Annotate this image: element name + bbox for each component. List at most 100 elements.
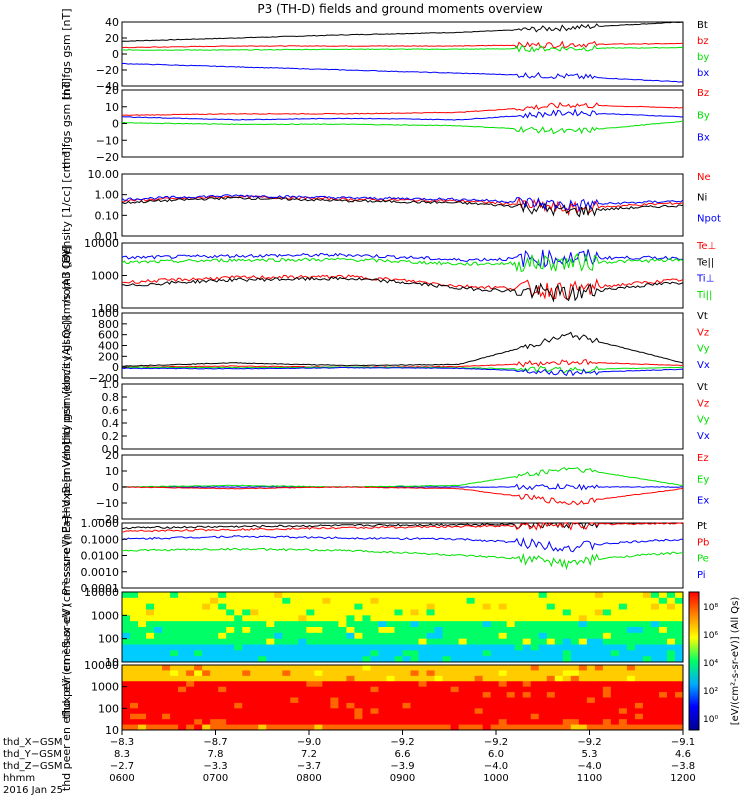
heatmap-cell [362,665,371,671]
heatmap-cell [170,670,179,677]
heatmap-cell [130,644,139,651]
heatmap-cell [442,609,452,616]
heatmap-cell [618,686,628,693]
series-line-Ey [122,467,684,488]
heatmap-cell [530,697,540,704]
heatmap-cell [290,713,299,720]
heatmap-cell [474,708,484,715]
heatmap-cell [642,627,652,634]
heatmap-cell [426,708,436,715]
heatmap-cell [602,592,612,599]
heatmap-cell [122,713,131,720]
heatmap-cell [650,597,660,605]
heatmap-cell [450,724,460,731]
legend-label: Ey [697,474,709,485]
heatmap-cell [466,665,476,671]
y-axis-label: Density [1/cc] [cm⁻³] [60,147,73,263]
heatmap-cell [218,609,227,616]
heatmap-cell [330,724,339,731]
heatmap-cell [330,644,339,651]
heatmap-cell [154,609,163,616]
heatmap-cell [210,644,219,651]
heatmap-cell [218,615,227,622]
heatmap-cell [634,597,644,605]
heatmap-cell [482,592,492,599]
heatmap-cell [450,713,460,720]
heatmap-cell [578,632,588,640]
heatmap-cell [458,697,468,704]
x-tick-label: −8.3 [110,737,134,748]
heatmap-cell [578,702,588,709]
heatmap-cell [618,603,628,610]
x-tick-label: −9.2 [484,737,508,748]
heatmap-cell [586,644,596,651]
heatmap-cell [218,686,227,693]
heatmap-cell [626,638,636,645]
heatmap-cell [186,644,195,651]
heatmap-cell [370,627,379,634]
heatmap-cell [666,627,676,634]
heatmap-cell [322,603,331,610]
legend-label: Vz [697,327,709,338]
heatmap-cell [602,638,612,645]
heatmap-cell [570,638,580,645]
heatmap-cell [298,621,307,628]
heatmap-cell [434,609,444,616]
heatmap-cell [122,719,131,726]
heatmap-cell [354,621,363,628]
heatmap-cell [386,638,395,645]
heatmap-cell [274,681,283,688]
heatmap-cell [122,627,131,634]
heatmap-cell [586,609,596,616]
heatmap-cell [674,638,684,645]
heatmap-cell [458,681,468,688]
heatmap-cell [162,713,171,720]
y-tick-label: 10.00 [88,168,120,181]
heatmap-cell [658,621,668,628]
heatmap-cell [146,615,155,622]
heatmap-cell [538,702,548,709]
heatmap-cell [354,609,363,616]
heatmap-cell [426,724,436,731]
heatmap-cell [354,632,363,640]
heatmap-cell [282,675,291,682]
heatmap-cell [434,713,444,720]
heatmap-cell [658,650,668,657]
series-line-Ni [121,196,684,218]
x-tick-label: −9.1 [671,737,695,748]
heatmap-cell [634,686,644,693]
heatmap-cell [234,592,243,599]
heatmap-cell [458,597,468,605]
heatmap-cell [442,708,452,715]
heatmap-cell [146,644,155,651]
heatmap-cell [506,670,516,677]
heatmap-cell [362,609,371,616]
heatmap-cell [650,697,660,704]
heatmap-cell [386,675,395,682]
heatmap-cell [402,615,412,622]
heatmap-cell [442,665,452,671]
heatmap-cell [666,713,676,720]
y-tick-label: 40 [105,16,119,29]
heatmap-cell [122,665,131,671]
heatmap-cell [666,603,676,610]
heatmap-cell [322,686,331,693]
heatmap-cell [290,697,299,704]
heatmap-cell [530,665,540,671]
heatmap-cell [250,681,259,688]
heatmap-cell [410,692,420,698]
heatmap-cell [154,621,163,628]
heatmap-cell [498,615,508,622]
heatmap-cell [490,665,500,671]
heatmap-cell [426,632,436,640]
heatmap-cell [578,719,588,726]
heatmap-cell [242,650,251,657]
heatmap-cell [666,675,676,682]
heatmap-cell [298,675,307,682]
heatmap-cell [170,609,179,616]
heatmap-cell [138,686,147,693]
heatmap-cell [498,724,508,731]
heatmap-cell [634,592,644,599]
heatmap-cell [282,681,291,688]
heatmap-cell [306,656,315,663]
